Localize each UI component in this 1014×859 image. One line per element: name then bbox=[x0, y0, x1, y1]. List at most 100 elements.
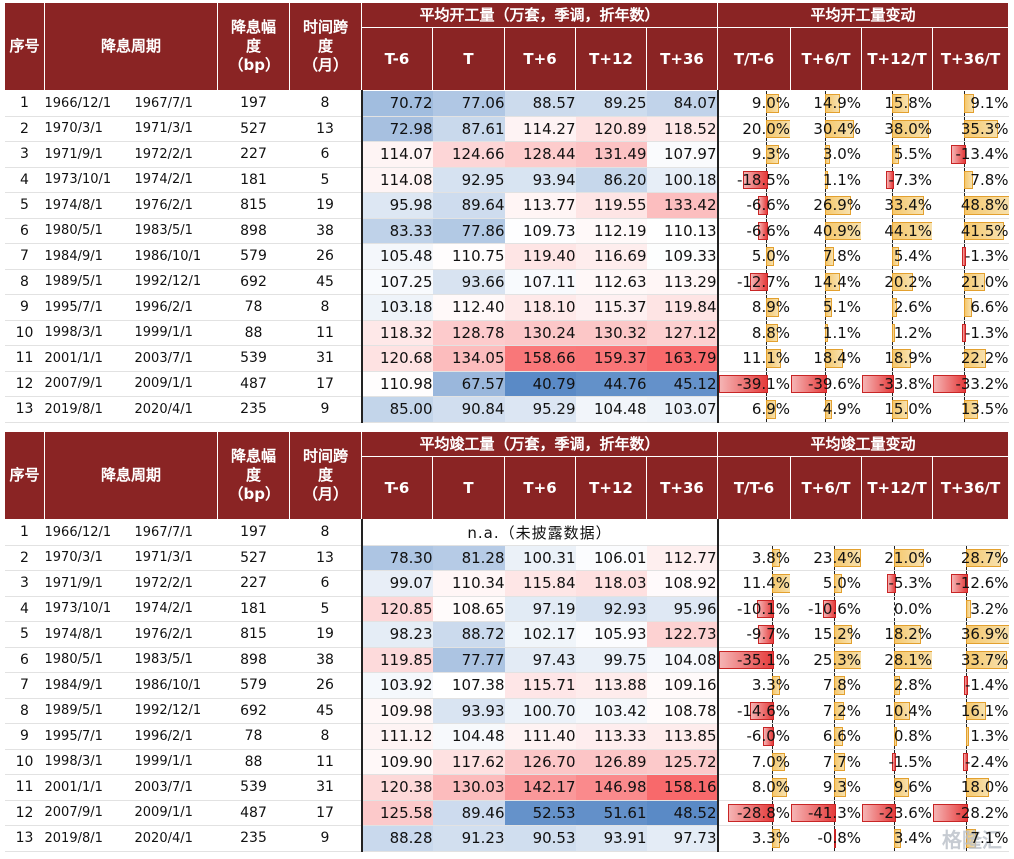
change-cell: 11.4% bbox=[717, 570, 791, 597]
cut-bp: 181 bbox=[217, 596, 290, 622]
cycle-start: 2007/9/1 bbox=[44, 371, 135, 397]
row-seq: 12 bbox=[4, 800, 45, 826]
cycle-start: 1998/3/1 bbox=[44, 320, 135, 346]
value-cell: 78.30 bbox=[360, 545, 433, 571]
value-cell: 119.85 bbox=[360, 647, 433, 673]
change-cell: 7.2% bbox=[790, 698, 862, 724]
change-bar bbox=[772, 548, 781, 567]
chg-header-t12t: T+12/T bbox=[861, 456, 934, 520]
bp-header: 降息幅度（bp） bbox=[217, 2, 291, 91]
value-cell: 112.40 bbox=[432, 294, 505, 321]
cycle-start: 1973/10/1 bbox=[44, 167, 135, 193]
value-cell: 163.79 bbox=[646, 345, 719, 372]
change-value: 1.3% bbox=[970, 727, 1009, 746]
change-bar bbox=[893, 701, 911, 720]
change-cell: -14.6% bbox=[717, 698, 791, 724]
value-cell: 107.38 bbox=[432, 672, 505, 699]
change-bar bbox=[772, 676, 780, 695]
change-cell: 5.0% bbox=[790, 570, 862, 597]
change-bar bbox=[892, 298, 897, 317]
change-bar bbox=[893, 676, 900, 695]
change-value: -1.4% bbox=[965, 676, 1009, 695]
cycle-end: 1999/1/1 bbox=[134, 749, 218, 775]
change-cell: 6.9% bbox=[717, 396, 791, 423]
change-value: 9.0% bbox=[751, 94, 791, 113]
value-cell: 134.05 bbox=[432, 345, 505, 372]
value-cell: 45.12 bbox=[646, 371, 719, 397]
change-cell: 8.8% bbox=[717, 320, 791, 346]
values-group-header: 平均竣工量（万套，季调，折年数） bbox=[361, 431, 719, 457]
table-row: 9 1995/7/1 1996/2/1 78 8 103.18 112.40 118.10 11… bbox=[4, 294, 1009, 321]
change-bar bbox=[750, 272, 768, 291]
cut-bp: 815 bbox=[217, 621, 290, 648]
values-group-header: 平均开工量（万套，季调，折年数） bbox=[361, 2, 719, 28]
cut-bp: 692 bbox=[217, 698, 290, 724]
change-cell: 18.4% bbox=[790, 345, 862, 372]
change-bar bbox=[834, 676, 845, 695]
change-cell: -6.6% bbox=[717, 192, 791, 219]
table-row: 1 1966/12/1 1967/7/1 197 8 70.72 77.06 88.57 89.… bbox=[4, 90, 1009, 117]
change-value: 0.0% bbox=[893, 599, 933, 618]
change-bar bbox=[765, 94, 779, 113]
table-row: 11 2001/1/1 2003/7/1 539 31 120.68 134.05 158.6… bbox=[4, 345, 1009, 372]
change-value: 7.0% bbox=[751, 752, 791, 771]
value-cell: 99.07 bbox=[360, 570, 433, 597]
cut-bp: 227 bbox=[217, 570, 290, 597]
change-cell: 9.3% bbox=[717, 141, 791, 168]
cycle-start: 2019/8/1 bbox=[44, 396, 135, 423]
row-seq: 10 bbox=[4, 320, 45, 346]
change-cell: -1.4% bbox=[932, 672, 1009, 699]
change-value: 23.4% bbox=[813, 548, 862, 567]
cycle-start: 1973/10/1 bbox=[44, 596, 135, 622]
watermark-logo: 格隆汇 bbox=[942, 828, 1002, 852]
value-cell: 86.20 bbox=[575, 167, 647, 193]
cycle-end: 1992/12/1 bbox=[134, 698, 218, 724]
change-cell: 1.3% bbox=[932, 723, 1009, 750]
cycle-end: 1974/2/1 bbox=[134, 596, 218, 622]
cycle-end: 2020/4/1 bbox=[134, 825, 218, 852]
change-value: 21.0% bbox=[884, 548, 933, 567]
value-cell: 93.94 bbox=[504, 167, 576, 193]
change-bar bbox=[825, 272, 840, 291]
change-cell: 7.8% bbox=[932, 167, 1009, 193]
value-cell: 108.65 bbox=[432, 596, 505, 622]
value-cell: 111.12 bbox=[360, 723, 433, 750]
value-cell: 109.73 bbox=[504, 218, 576, 244]
span-months: 8 bbox=[289, 519, 362, 546]
change-bar bbox=[834, 778, 847, 797]
change-value: -23.6% bbox=[878, 803, 933, 822]
cycle-end: 1974/2/1 bbox=[134, 167, 218, 193]
cycle-start: 1970/3/1 bbox=[44, 545, 135, 571]
cut-bp: 579 bbox=[217, 243, 290, 270]
change-value: 20.2% bbox=[884, 272, 933, 291]
cut-bp: 197 bbox=[217, 519, 290, 546]
change-bar bbox=[772, 752, 786, 771]
change-value: 5.5% bbox=[893, 145, 933, 164]
change-bar bbox=[962, 323, 966, 342]
value-cell: 52.53 bbox=[504, 800, 576, 826]
change-cell: 15.8% bbox=[861, 90, 933, 117]
change-cell: 0.0% bbox=[861, 596, 933, 622]
value-cell: 111.40 bbox=[504, 723, 576, 750]
change-cell: 7.1% bbox=[932, 825, 1009, 852]
change-bar bbox=[834, 625, 853, 644]
change-cell: 1.1% bbox=[790, 320, 862, 346]
span-months: 13 bbox=[289, 545, 362, 571]
change-value: 15.0% bbox=[884, 400, 933, 419]
value-cell: 120.85 bbox=[360, 596, 433, 622]
change-bar bbox=[963, 349, 987, 368]
change-cell: 28.1% bbox=[861, 647, 933, 673]
table-row: 10 1998/3/1 1999/1/1 88 11 109.90 117.62 126.70… bbox=[4, 749, 1009, 775]
cycle-start: 1989/5/1 bbox=[44, 269, 135, 295]
change-cell: 9.3% bbox=[790, 774, 862, 801]
value-cell: 92.93 bbox=[575, 596, 647, 622]
span-months: 11 bbox=[289, 320, 362, 346]
change-cell: 25.3% bbox=[790, 647, 862, 673]
change-cell: -6.0% bbox=[717, 723, 791, 750]
change-bar bbox=[772, 574, 791, 593]
change-value: 14.9% bbox=[813, 94, 862, 113]
value-cell: 110.98 bbox=[360, 371, 433, 397]
value-cell: 117.62 bbox=[432, 749, 505, 775]
change-value: 38.0% bbox=[884, 119, 933, 138]
change-bar bbox=[825, 247, 835, 266]
